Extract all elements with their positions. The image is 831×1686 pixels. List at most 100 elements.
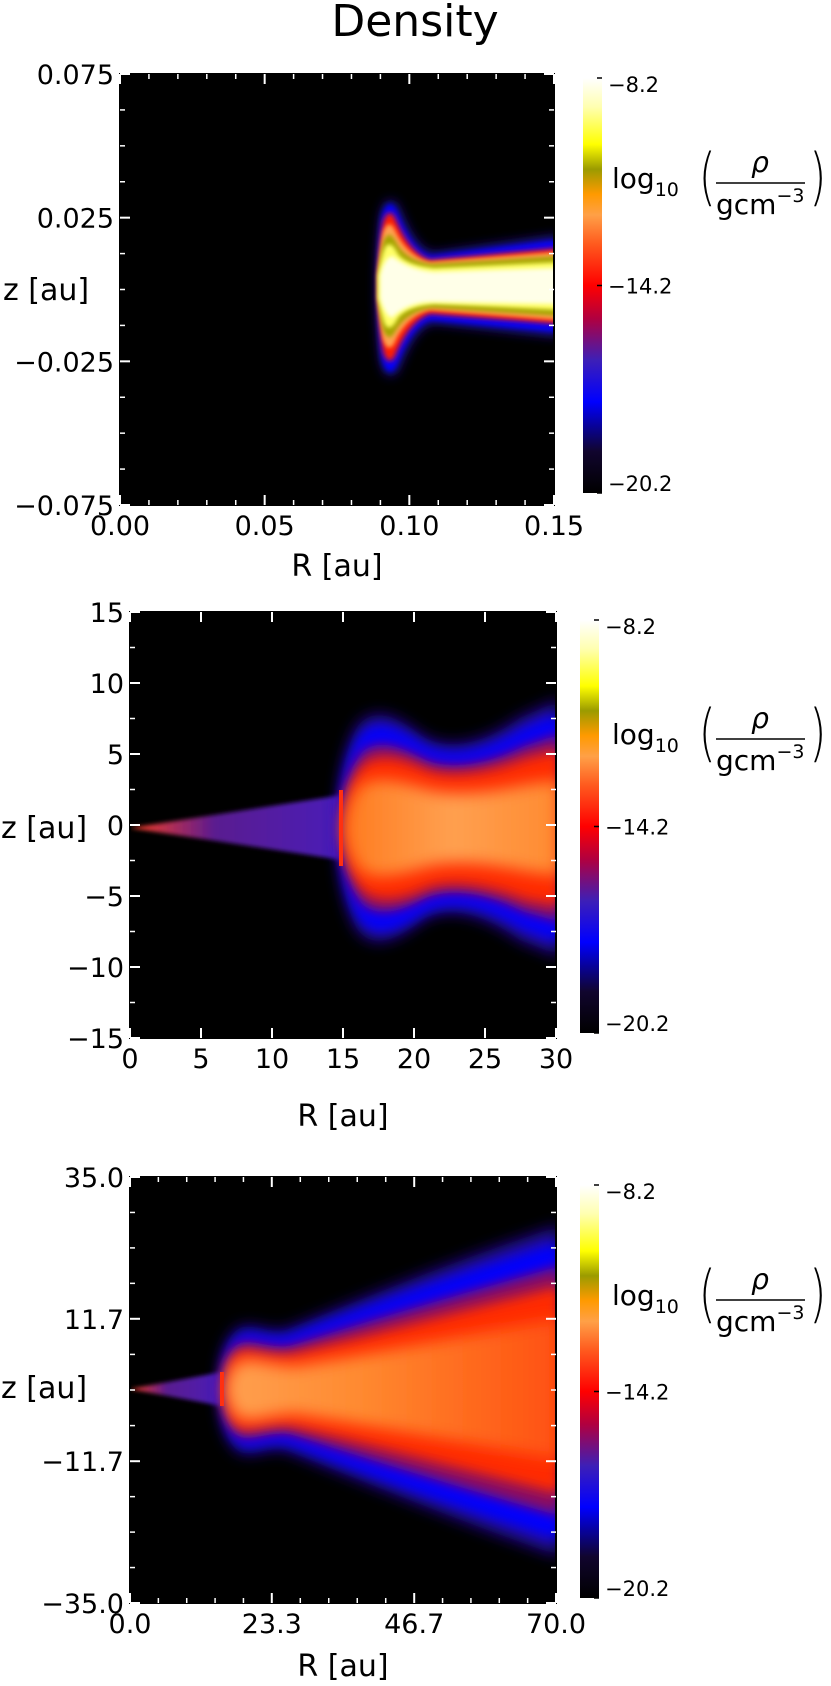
panel-2-colorbar-tick-label: −8.2 — [605, 615, 656, 639]
panel-2-y-tick-label: 10 — [90, 669, 124, 700]
panel-2-gap-edge — [339, 790, 343, 866]
panel-3-density-map — [130, 1227, 556, 1555]
panel-3-y-ticks: 35.0 11.7 −11.7 −35.0 — [41, 1163, 556, 1620]
panel-1-y-axis-label: z [au] — [3, 273, 89, 308]
panel-3-x-ticks: 0.0 23.3 46.7 70.0 — [109, 1177, 586, 1640]
panel-3-colorbar-tick-label: −14.2 — [605, 1381, 669, 1405]
cb1-num: ρ — [751, 146, 769, 179]
cb3-sub: 10 — [655, 1296, 679, 1318]
panel-1-colorbar-label: log10 ( ρ gcm−3 ) — [612, 140, 826, 221]
panel-2-x-axis-label: R [au] — [297, 1099, 388, 1134]
panel-2-y-tick-label: −5 — [84, 882, 124, 913]
panel-3-x-tick-label: 23.3 — [242, 1609, 302, 1640]
panel-1-x-tick-label: 0.15 — [524, 511, 584, 542]
cb2-log: log — [612, 718, 655, 751]
figure-title: Density — [331, 0, 498, 47]
panel-3-core-layer — [226, 1318, 556, 1460]
panel-3-y-tick-label: −35.0 — [41, 1589, 124, 1620]
cb2-num: ρ — [751, 702, 769, 735]
panel-2-colorbar-label: log10 ( ρ gcm−3 ) — [612, 696, 826, 777]
panel-3-colorbar-tick-label: −8.2 — [605, 1180, 656, 1204]
panel-1-density-map — [378, 200, 554, 376]
cb3-den: gcm — [716, 1305, 776, 1338]
panel-2-x-tick-label: 30 — [539, 1044, 573, 1075]
cb3-log: log — [612, 1279, 655, 1312]
panel-1-y-tick-label: 0.025 — [37, 204, 114, 235]
panel-3-y-axis-label: z [au] — [1, 1371, 87, 1406]
panel-2-y-tick-label: −10 — [67, 953, 124, 984]
cb2-lparen: ( — [699, 696, 716, 769]
panel-2-inner-wedge — [130, 795, 342, 860]
cb3-lparen: ( — [699, 1257, 716, 1330]
cb1-rparen: ) — [809, 140, 826, 213]
panel-3-colorbar-label: log10 ( ρ gcm−3 ) — [612, 1257, 826, 1338]
svg-text:log10: log10 — [612, 162, 679, 201]
cb2-exp: −3 — [776, 741, 804, 763]
panel-1-x-axis-label: R [au] — [291, 549, 382, 584]
panel-1-x-ticks: 0.00 0.05 0.10 0.15 — [90, 74, 584, 542]
panel-1-y-tick-label: −0.025 — [14, 347, 114, 378]
panel-1-core-layer — [380, 256, 554, 318]
cb1-lparen: ( — [699, 140, 716, 213]
panel-2-colorbar-tick-label: −14.2 — [605, 816, 669, 840]
panel-2-y-tick-label: 15 — [90, 598, 124, 629]
svg-text:gcm−3: gcm−3 — [716, 741, 804, 777]
panel-3-x-tick-label: 46.7 — [384, 1609, 444, 1640]
panel-2: 0 5 10 15 20 25 30 15 10 5 0 −5 −10 −15 R [au] z [au… — [1, 598, 826, 1134]
panel-1-colorbar — [583, 78, 602, 493]
cb1-sub: 10 — [655, 179, 679, 201]
cb2-sub: 10 — [655, 735, 679, 757]
panel-1-colorbar-tick-label: −20.2 — [608, 472, 672, 496]
panel-2-y-tick-label: 0 — [107, 811, 124, 842]
svg-text:log10: log10 — [612, 718, 679, 757]
panel-1: 0.00 0.05 0.10 0.15 0.0750.025−0.025−0.075 … — [3, 60, 826, 584]
panel-1-x-tick-label: 0.00 — [90, 511, 150, 542]
panel-3-colorbar-tick-label: −20.2 — [605, 1577, 669, 1601]
panel-2-x-ticks: 0 5 10 15 20 25 30 — [121, 612, 573, 1075]
panel-3-colorbar-ticks: −8.2 −14.2 −20.2 — [594, 1180, 669, 1601]
panel-2-colorbar — [580, 620, 599, 1033]
panel-3: 0.0 23.3 46.7 70.0 35.0 11.7 −11.7 −35.0 R [au… — [1, 1163, 826, 1684]
svg-text:gcm−3: gcm−3 — [716, 185, 804, 221]
panel-2-x-tick-label: 15 — [326, 1044, 360, 1075]
cb3-exp: −3 — [776, 1302, 804, 1324]
panel-2-y-tick-label: −15 — [67, 1024, 124, 1055]
panel-2-density-map — [130, 701, 556, 955]
panel-3-colorbar — [580, 1185, 599, 1598]
cb2-den: gcm — [716, 744, 776, 777]
cb2-rparen: ) — [809, 696, 826, 769]
panel-2-y-ticks: 15 10 5 0 −5 −10 −15 — [67, 598, 556, 1055]
panel-2-x-tick-label: 0 — [121, 1044, 138, 1075]
panel-1-y-tick-label: −0.075 — [14, 491, 114, 522]
panel-2-colorbar-ticks: −8.2 −14.2 −20.2 — [594, 615, 669, 1036]
panel-2-x-tick-label: 25 — [468, 1044, 502, 1075]
svg-text:gcm−3: gcm−3 — [716, 1302, 804, 1338]
panel-1-colorbar-tick-label: −14.2 — [608, 275, 672, 299]
panel-1-colorbar-ticks: −8.2 −14.2 −20.2 — [597, 73, 672, 496]
panel-3-x-tick-label: 0.0 — [109, 1609, 152, 1640]
panel-3-x-axis-label: R [au] — [297, 1649, 388, 1684]
panel-1-y-tick-label: 0.075 — [37, 60, 114, 91]
panel-2-x-tick-label: 5 — [192, 1044, 209, 1075]
panel-2-core-layer — [344, 779, 556, 877]
panel-3-y-tick-label: 11.7 — [64, 1305, 124, 1336]
panel-2-x-tick-label: 20 — [397, 1044, 431, 1075]
panel-3-x-tick-label: 70.0 — [526, 1609, 586, 1640]
panel-1-x-tick-label: 0.10 — [379, 511, 439, 542]
cb3-rparen: ) — [809, 1257, 826, 1330]
panel-3-y-tick-label: −11.7 — [41, 1447, 124, 1478]
panel-1-x-tick-label: 0.05 — [235, 511, 295, 542]
panel-1-colorbar-tick-label: −8.2 — [608, 73, 659, 97]
svg-text:log10: log10 — [612, 1279, 679, 1318]
cb1-exp: −3 — [776, 185, 804, 207]
cb1-log: log — [612, 162, 655, 195]
panel-3-gap-edge — [220, 1372, 224, 1406]
panel-2-colorbar-tick-label: −20.2 — [605, 1012, 669, 1036]
panel-2-y-tick-label: 5 — [107, 740, 124, 771]
panel-2-x-tick-label: 10 — [255, 1044, 289, 1075]
panel-3-y-tick-label: 35.0 — [64, 1163, 124, 1194]
cb3-num: ρ — [751, 1263, 769, 1296]
panel-2-y-axis-label: z [au] — [1, 811, 87, 846]
cb1-den: gcm — [716, 188, 776, 221]
